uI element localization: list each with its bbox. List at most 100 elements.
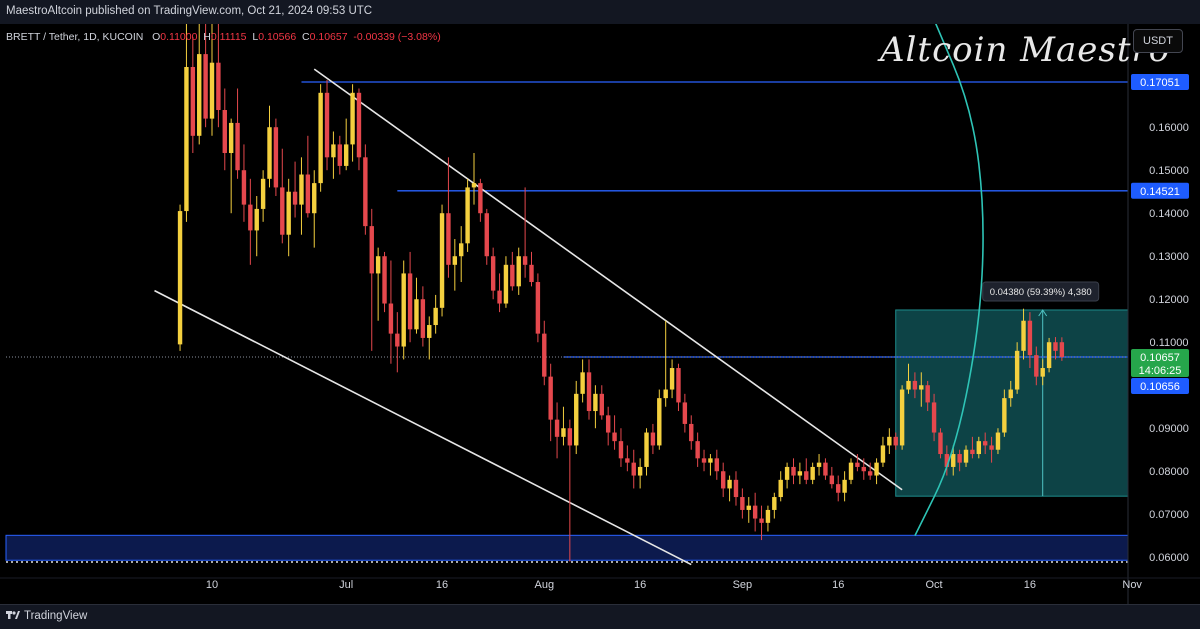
tradingview-logo[interactable]: TradingView — [6, 609, 87, 622]
candle[interactable] — [395, 312, 400, 373]
candle[interactable] — [925, 380, 930, 412]
candle[interactable] — [810, 462, 815, 485]
candle[interactable] — [286, 178, 291, 257]
candle[interactable] — [995, 428, 1001, 455]
candle[interactable] — [593, 385, 598, 429]
curved-arc-drawing[interactable] — [914, 24, 984, 537]
candle[interactable] — [899, 385, 905, 450]
candle[interactable] — [356, 88, 362, 171]
candle[interactable] — [299, 157, 304, 235]
candle[interactable] — [848, 458, 854, 485]
candle[interactable] — [906, 363, 911, 394]
candle[interactable] — [260, 170, 266, 222]
candle[interactable] — [823, 458, 828, 480]
candle[interactable] — [631, 449, 636, 489]
candle[interactable] — [951, 445, 956, 476]
candle[interactable] — [663, 320, 668, 407]
candle[interactable] — [561, 406, 566, 446]
currency-button[interactable]: USDT — [1133, 29, 1183, 53]
candle[interactable] — [944, 445, 950, 476]
candle[interactable] — [248, 178, 253, 265]
candle[interactable] — [222, 88, 227, 171]
candle[interactable] — [1014, 342, 1020, 394]
candle[interactable] — [497, 273, 502, 313]
candle[interactable] — [228, 118, 234, 214]
candle[interactable] — [855, 454, 860, 472]
candle[interactable] — [197, 24, 202, 145]
candle[interactable] — [791, 458, 796, 485]
candle[interactable] — [867, 462, 873, 480]
candle[interactable] — [363, 144, 368, 235]
candle[interactable] — [203, 24, 208, 128]
candle[interactable] — [184, 24, 189, 222]
candle[interactable] — [554, 402, 560, 459]
symbol-legend[interactable]: BRETT / Tether, 1D, KUCOIN O0.11000 H0.1… — [6, 31, 441, 43]
candle[interactable] — [784, 462, 790, 489]
candle[interactable] — [714, 449, 720, 480]
candle[interactable] — [650, 423, 656, 455]
candle[interactable] — [618, 428, 624, 467]
candle[interactable] — [580, 359, 585, 403]
candle[interactable] — [740, 488, 745, 519]
candle[interactable] — [919, 372, 924, 407]
candle[interactable] — [312, 170, 317, 248]
candle[interactable] — [529, 251, 534, 287]
candle[interactable] — [612, 415, 617, 450]
candle[interactable] — [1002, 389, 1007, 437]
candle[interactable] — [542, 320, 547, 386]
candle[interactable] — [305, 135, 311, 218]
candle[interactable] — [912, 372, 918, 399]
candle[interactable] — [1053, 337, 1058, 360]
candle[interactable] — [484, 208, 489, 265]
candle[interactable] — [1059, 337, 1065, 361]
candle[interactable] — [836, 475, 841, 502]
candle[interactable] — [963, 445, 969, 467]
candle[interactable] — [209, 24, 215, 136]
candle[interactable] — [1046, 337, 1052, 373]
channel-upper-line[interactable] — [313, 68, 903, 491]
candle[interactable] — [510, 251, 515, 291]
candle[interactable] — [337, 135, 342, 175]
candle[interactable] — [516, 247, 521, 295]
candle[interactable] — [548, 363, 553, 442]
candle[interactable] — [842, 471, 847, 502]
candle[interactable] — [637, 458, 643, 489]
candle[interactable] — [292, 161, 298, 218]
candle[interactable] — [887, 428, 892, 455]
candle[interactable] — [382, 251, 387, 313]
candle[interactable] — [657, 389, 662, 450]
candle[interactable] — [682, 393, 688, 433]
candle[interactable] — [893, 432, 898, 450]
candle[interactable] — [1027, 312, 1033, 369]
candle[interactable] — [273, 118, 279, 197]
candle[interactable] — [982, 432, 988, 455]
candle[interactable] — [331, 131, 336, 179]
candle[interactable] — [989, 436, 994, 463]
candle[interactable] — [369, 208, 374, 351]
candle[interactable] — [746, 497, 751, 523]
candle[interactable] — [721, 462, 726, 498]
candle[interactable] — [241, 144, 247, 222]
candle[interactable] — [605, 406, 611, 446]
candle[interactable] — [324, 79, 330, 171]
candle[interactable] — [1040, 359, 1045, 386]
candle[interactable] — [177, 204, 183, 351]
candle[interactable] — [644, 428, 649, 476]
candle[interactable] — [471, 153, 477, 205]
candle[interactable] — [503, 256, 509, 308]
candle[interactable] — [465, 178, 470, 252]
candle[interactable] — [388, 260, 394, 364]
candle[interactable] — [733, 471, 739, 506]
candle[interactable] — [433, 294, 438, 334]
candle[interactable] — [420, 286, 426, 347]
candle[interactable] — [797, 462, 803, 485]
candle[interactable] — [452, 239, 458, 291]
candle[interactable] — [522, 187, 528, 278]
candle[interactable] — [970, 436, 975, 459]
candle[interactable] — [874, 458, 879, 485]
candle[interactable] — [567, 419, 573, 562]
candle[interactable] — [695, 432, 700, 467]
candle[interactable] — [446, 157, 451, 278]
candle[interactable] — [280, 148, 285, 244]
candle[interactable] — [1034, 346, 1039, 386]
